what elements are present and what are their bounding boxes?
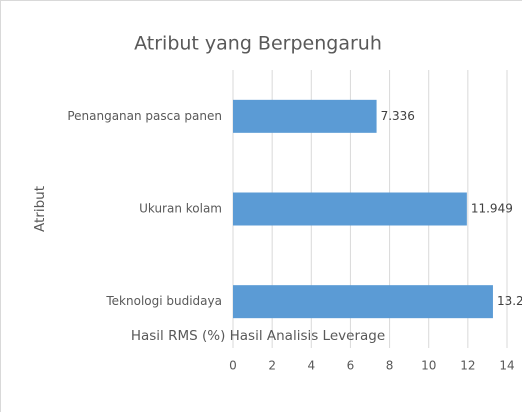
data-label: 7.336 [381, 109, 415, 123]
x-tick-label: 10 [421, 359, 436, 373]
bars: 7.336 11.949 13.282 [233, 99, 522, 319]
x-axis-title: Hasil RMS (%) Hasil Analisis Leverage [131, 328, 385, 344]
data-label: 13.282 [497, 294, 522, 308]
y-tick-label: Penanganan pasca panen [67, 109, 222, 123]
chart-title: Atribut yang Berpengaruh [134, 33, 382, 55]
x-tick-label: 8 [386, 359, 394, 373]
x-tick-label: 14 [499, 359, 514, 373]
x-tick-label: 12 [460, 359, 475, 373]
data-label: 11.949 [471, 202, 513, 216]
bar [233, 192, 467, 226]
bar [233, 285, 493, 319]
bar [233, 99, 377, 133]
y-axis-title: Atribut [32, 186, 48, 232]
x-tick-label: 6 [347, 359, 355, 373]
y-tick-label: Teknologi budidaya [105, 294, 222, 308]
x-tick-label: 2 [268, 359, 276, 373]
x-tick-label: 4 [307, 359, 315, 373]
y-tick-label: Ukuran kolam [139, 202, 222, 216]
x-tick-label: 0 [229, 359, 237, 373]
